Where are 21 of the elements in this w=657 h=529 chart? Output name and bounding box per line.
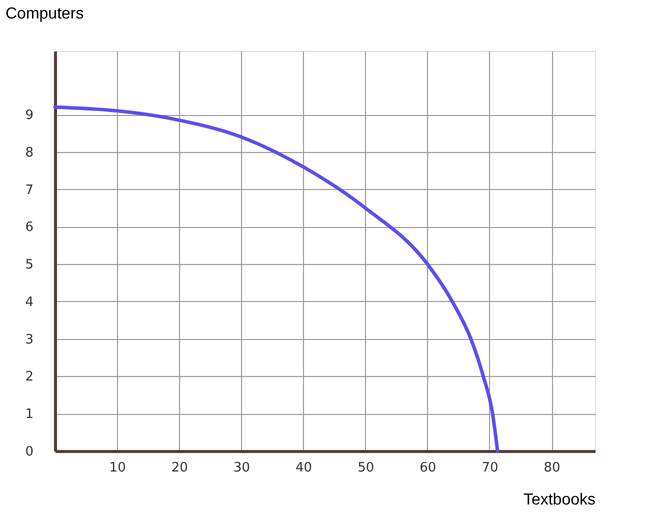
y-tick-label: 8: [25, 145, 34, 160]
y-tick-label: 3: [25, 332, 34, 348]
y-tick-label: 9: [25, 108, 34, 124]
x-tick-label: 70: [482, 460, 498, 476]
x-tick-label: 50: [358, 460, 374, 476]
x-tick-label: 30: [233, 460, 250, 476]
y-axis-title: Computers: [6, 6, 84, 22]
x-tick-label: 80: [544, 460, 560, 476]
y-tick-label: 5: [25, 258, 34, 273]
y-tick-label: 7: [25, 182, 34, 198]
y-tick-label: 0: [25, 444, 34, 460]
line-series: [53, 105, 500, 453]
y-tick-label: 6: [25, 220, 34, 236]
x-tick-label: 40: [296, 460, 312, 476]
x-tick-label: 10: [109, 460, 126, 476]
y-tick-label: 2: [25, 370, 34, 385]
y-tick-label: 4: [25, 294, 34, 310]
y-tick-label: 1: [25, 407, 34, 422]
x-tick-label: 60: [420, 460, 436, 476]
x-axis-title: Textbooks: [523, 492, 596, 508]
x-tick-label: 20: [171, 460, 188, 476]
